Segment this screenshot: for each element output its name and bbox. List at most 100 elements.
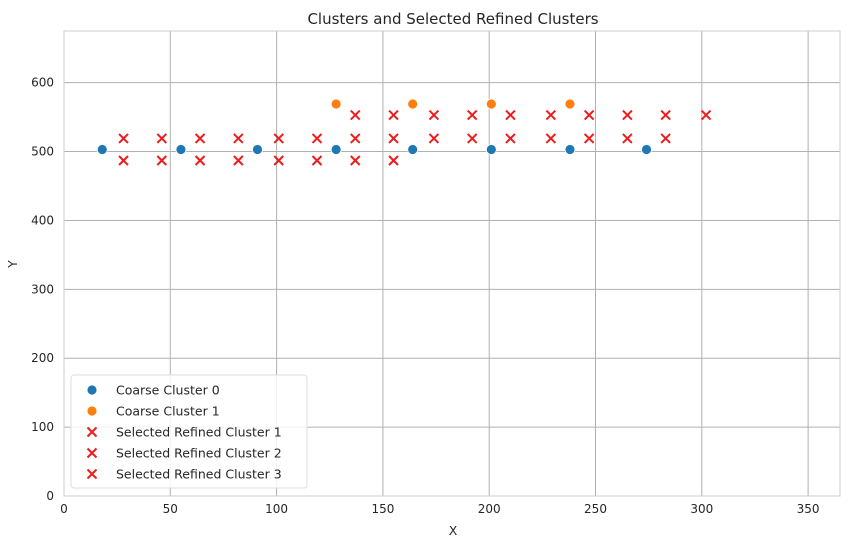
x-axis-label: X [449,523,458,538]
chart-title: Clusters and Selected Refined Clusters [307,10,598,28]
x-point [273,133,284,144]
circle-point [96,144,108,155]
x-point [350,133,361,144]
x-tick-label: 0 [60,502,68,516]
legend-marker [86,426,98,438]
x-marker-stroke [466,133,478,144]
circle-point [407,98,419,110]
x-point [350,155,361,166]
x-marker-stroke [583,109,595,121]
legend-marker [86,468,98,480]
series-2 [118,133,399,166]
legend-label: Selected Refined Cluster 3 [116,467,282,482]
circle-point [330,98,342,110]
x-marker-stroke [428,133,440,144]
x-marker-stroke [156,133,168,144]
x-point [505,133,516,144]
x-point [388,155,399,166]
x-marker-stroke [350,133,361,144]
x-point [311,155,323,166]
x-marker-stroke [583,133,595,144]
circle-point [407,144,419,155]
x-marker-stroke [233,133,244,144]
x-marker-stroke [233,155,244,166]
x-point [583,109,595,121]
x-point [194,133,206,144]
data-points [96,98,712,166]
x-point [118,155,129,166]
y-tick-label: 600 [31,76,54,90]
x-marker-stroke [273,155,284,166]
x-point [156,133,168,144]
x-point [428,133,440,144]
x-marker-stroke [428,109,440,121]
circle-point [564,144,576,155]
x-marker-stroke [622,133,633,144]
legend-label: Selected Refined Cluster 2 [116,446,282,461]
x-point [273,155,284,166]
x-axis-ticks: 0 50 100 150 200 250 300 350 [60,502,819,516]
x-point [466,133,478,144]
x-tick-label: 100 [265,502,288,516]
grid [63,31,840,497]
x-marker-stroke [118,155,129,166]
x-point [660,133,671,144]
x-marker-stroke [700,109,712,121]
x-tick-label: 200 [478,502,501,516]
x-point [156,155,168,166]
y-tick-label: 500 [31,145,54,159]
legend-marker [86,405,98,417]
x-marker-stroke [273,133,284,144]
legend-label: Coarse Cluster 0 [116,383,220,398]
x-point [505,109,516,121]
x-marker-stroke [388,109,399,121]
x-point [233,155,244,166]
x-point [388,133,399,144]
x-marker-stroke [350,109,361,121]
x-marker-stroke [350,155,361,166]
x-marker-stroke [388,133,399,144]
x-point [700,109,712,121]
series-1 [330,98,576,110]
x-marker-stroke [545,109,557,121]
x-marker-stroke [194,155,206,166]
x-point [545,133,557,144]
x-marker-stroke [86,426,98,438]
y-axis-label: Y [5,260,20,269]
y-tick-label: 100 [31,420,54,434]
x-marker-stroke [311,155,323,166]
x-point [622,133,633,144]
x-point [233,133,244,144]
y-tick-label: 0 [46,489,54,503]
y-tick-label: 400 [31,213,54,227]
circle-point [330,144,342,155]
x-point [388,109,399,121]
y-tick-label: 200 [31,351,54,365]
circle-point [564,98,576,110]
x-marker-stroke [660,133,671,144]
x-point [583,133,595,144]
circle-point [485,144,497,155]
x-marker-stroke [545,133,557,144]
x-point [545,109,557,121]
x-marker-stroke [86,468,98,480]
x-point [350,109,361,121]
x-tick-label: 350 [797,502,820,516]
x-point [428,109,440,121]
legend-marker [86,447,98,459]
x-tick-label: 50 [163,502,178,516]
x-point [622,109,633,121]
series-0 [96,144,652,155]
x-marker-stroke [505,133,516,144]
legend-label: Coarse Cluster 1 [116,404,220,419]
x-point [118,133,129,144]
x-point [194,155,206,166]
y-axis-ticks: 0 100 200 300 400 500 600 [31,76,54,503]
x-marker-stroke [622,109,633,121]
circle-point [485,98,497,110]
circle-point [175,144,187,155]
x-point [466,109,478,121]
circle-point [641,144,652,155]
x-point [660,109,671,121]
